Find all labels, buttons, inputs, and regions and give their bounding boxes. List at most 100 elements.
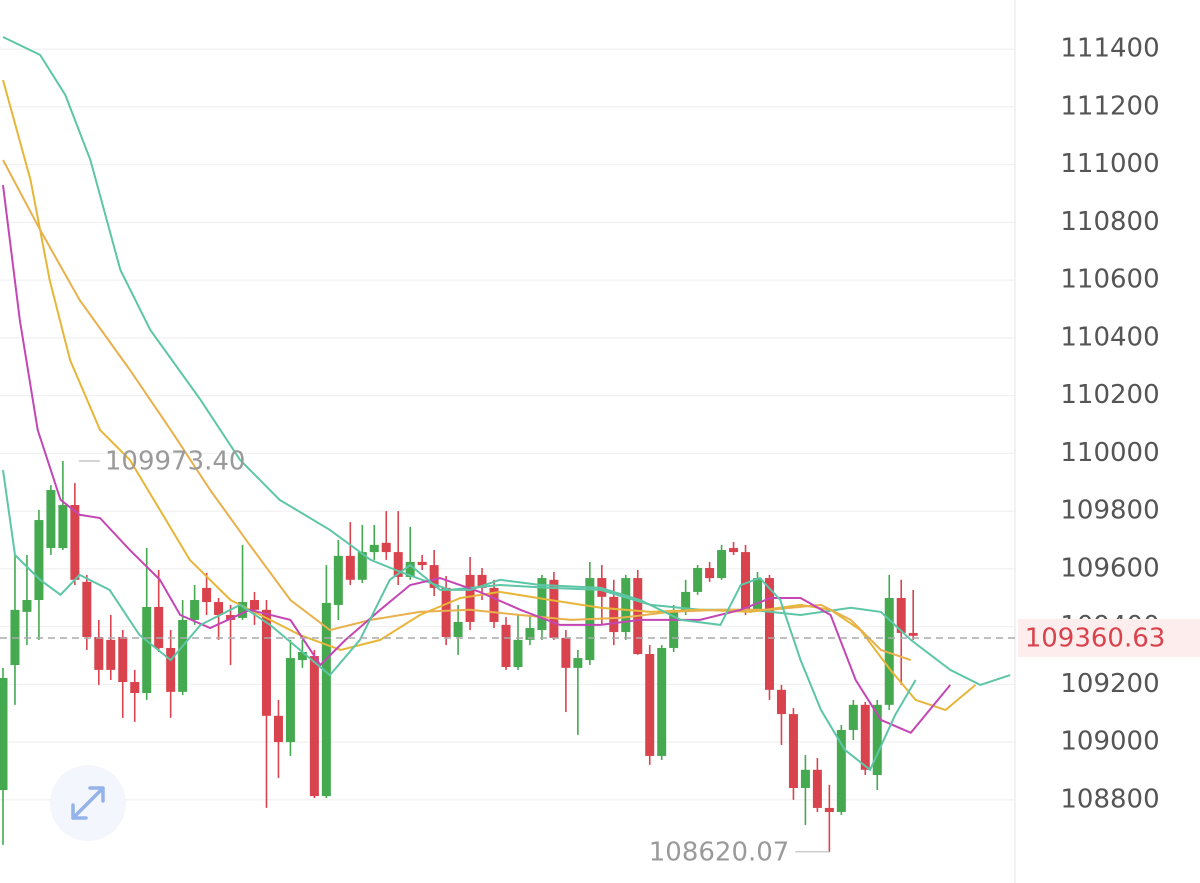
candle-body [465, 574, 475, 622]
moving-average-line [2, 159, 912, 662]
y-tick-label: 110000 [1060, 438, 1159, 468]
candle-body [537, 578, 547, 631]
candle-body [872, 704, 882, 776]
candle-body [501, 624, 511, 668]
moving-average-line [2, 184, 952, 735]
candle-body [753, 578, 763, 610]
candle-body [261, 609, 271, 716]
candle-body [405, 561, 415, 577]
candle-body [285, 658, 295, 743]
y-tick-label: 110400 [1060, 322, 1159, 352]
candle-body [860, 704, 870, 770]
candle-body [717, 550, 727, 579]
candle-body [693, 567, 703, 592]
candle-body [393, 552, 403, 577]
candle-body [705, 567, 715, 579]
candle-body [369, 544, 379, 553]
candle-body [190, 600, 200, 620]
candle-body [525, 628, 535, 640]
y-tick-label: 111000 [1060, 149, 1159, 179]
y-tick-label: 110200 [1060, 380, 1159, 410]
y-tick-label: 109800 [1060, 496, 1159, 526]
candle-body [669, 611, 679, 648]
y-tick-label: 111200 [1060, 91, 1159, 121]
candle-body [70, 505, 80, 580]
candle-body [345, 555, 355, 580]
y-tick-label: 109200 [1060, 669, 1159, 699]
candle-body [22, 600, 32, 612]
candle-body [297, 651, 307, 661]
candle-body [46, 490, 56, 549]
candle-body [94, 636, 104, 670]
candle-body [812, 769, 822, 808]
y-tick-label: 109600 [1060, 553, 1159, 583]
candle-body [118, 636, 128, 683]
candle-body [130, 682, 140, 694]
candle-body [249, 600, 259, 610]
candle-body [824, 807, 834, 812]
candle-body [453, 621, 463, 637]
candle-body [34, 520, 44, 601]
last-price-label: 109360.63 [1025, 623, 1166, 653]
candle-body [58, 505, 68, 549]
y-tick-label: 111400 [1060, 34, 1159, 64]
candle-body [333, 555, 343, 605]
expand-icon[interactable] [71, 786, 105, 820]
candle-body [142, 606, 152, 694]
candle-body [489, 587, 499, 622]
candle-body [561, 637, 571, 668]
candle-body [848, 704, 858, 730]
y-tick-label: 110800 [1060, 207, 1159, 237]
candle-body [884, 598, 894, 705]
candle-body [106, 639, 116, 670]
candle-body [741, 552, 751, 610]
candle-body [238, 602, 248, 618]
candle-body [178, 619, 188, 692]
candle-body [513, 639, 523, 668]
candle-body [657, 647, 667, 756]
candle-body [202, 587, 212, 603]
candle-body [776, 689, 786, 715]
moving-average-line [2, 36, 1011, 686]
last-price-box [1018, 618, 1200, 657]
candle-body [645, 654, 655, 756]
candle-body [836, 729, 846, 812]
candle-body [800, 769, 810, 789]
candle-body [621, 578, 631, 633]
candle-body [309, 656, 319, 797]
min-annotation: 108620.07 [649, 837, 790, 867]
candle-body [417, 561, 427, 566]
candle-body [609, 596, 619, 633]
moving-average-line [2, 79, 977, 712]
candle-body [381, 542, 391, 553]
candle-body [764, 578, 774, 690]
candle-body [549, 579, 559, 638]
candle-body [896, 598, 906, 633]
candle-body [573, 658, 583, 668]
candle-body [273, 715, 283, 743]
y-tick-label: 110600 [1060, 265, 1159, 295]
candle-body [166, 647, 176, 692]
candle-body [357, 552, 367, 580]
candle-body [788, 714, 798, 789]
candle-body [429, 565, 439, 588]
candle-body [82, 581, 92, 637]
candle-body [0, 677, 8, 791]
grid [0, 48, 1015, 801]
candle-body [154, 606, 164, 648]
max-annotation: 109973.40 [105, 447, 246, 477]
y-tick-label: 108800 [1060, 784, 1159, 814]
candle-body [321, 602, 331, 797]
candle-body [477, 574, 487, 588]
candle-body [441, 587, 451, 637]
y-tick-label: 109000 [1060, 727, 1159, 757]
candle-body [214, 602, 224, 616]
candle-body [729, 548, 739, 553]
expand-button[interactable] [50, 765, 126, 841]
moving-average-line [2, 469, 917, 772]
candle-body [226, 615, 236, 620]
candle-body [908, 632, 918, 636]
candle-body [681, 591, 691, 612]
